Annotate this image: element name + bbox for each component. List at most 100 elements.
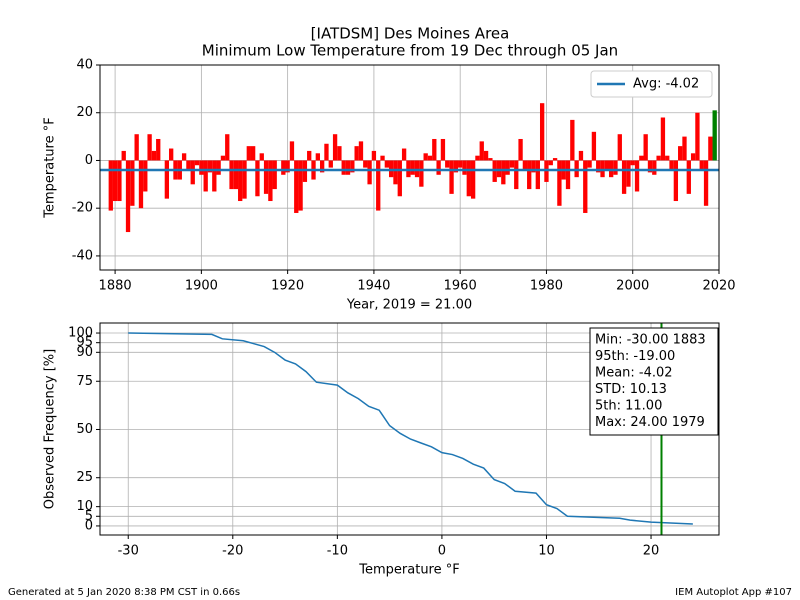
x-tick-label: 1920 [271,279,304,294]
y-tick-label: 20 [76,105,93,120]
x-axis-label: Temperature °F [358,563,459,578]
x-tick-label: -10 [327,544,348,559]
bar [440,138,446,161]
bar [712,110,717,161]
bar [376,160,381,211]
bar [216,160,221,175]
bar [285,160,290,173]
bar [410,160,415,175]
bar [350,160,355,173]
bar [112,160,118,202]
bar [393,160,398,185]
bar [190,160,195,185]
bar [268,160,273,202]
footer-left: Generated at 5 Jan 2020 8:38 PM CST in 0… [8,587,240,598]
stats-text: Mean: -4.02 [595,366,673,381]
bar [479,141,484,161]
bar [225,134,230,161]
bar [630,160,635,166]
x-tick-label: 1940 [357,279,390,294]
bar [169,148,174,161]
bar [470,160,476,199]
bar [212,160,217,192]
bar [419,160,424,187]
bar [514,160,519,190]
stats-text: Max: 24.00 1979 [595,415,705,430]
y-tick-label: 100 [68,326,93,341]
bar [436,160,441,175]
x-tick-label: 1880 [99,279,132,294]
bar [380,155,385,161]
bar [708,136,713,161]
bar [583,160,588,213]
axes-frame [99,322,720,536]
bar [462,160,467,175]
stats-box [589,327,719,436]
bar [143,160,148,192]
bar [587,160,592,168]
x-tick-label: 1900 [185,279,218,294]
bar [324,143,329,161]
bar [332,134,338,161]
bar [647,160,653,173]
bar [453,160,459,173]
y-tick-label: 0 [85,153,93,168]
bar [345,160,351,175]
legend-label: Avg: -4.02 [633,77,699,92]
chart-title: [IATDSM] Des Moines Area [311,25,510,43]
bar [186,160,191,171]
bar [229,160,234,190]
bar [138,160,144,209]
x-tick-label: 0 [438,544,446,559]
bar [518,138,523,161]
y-tick-label: 95 [76,335,93,350]
x-tick-label: 1960 [444,279,477,294]
bar [699,160,704,171]
stats-text: STD: 10.13 [595,382,667,397]
x-tick-label: -20 [222,544,243,559]
y-tick-label: 0 [85,518,93,533]
bar [695,112,700,161]
bar [656,155,661,161]
bar [272,160,277,190]
y-axis-label: Observed Frequency [%] [43,349,58,509]
bar [401,148,407,161]
bar [199,160,204,175]
bar [703,160,709,206]
bar [242,160,247,199]
y-tick-label: 90 [76,345,93,360]
bar [134,134,139,161]
bar [505,160,510,175]
bar [337,146,342,161]
footer-right: IEM Autoplot App #107 [675,587,792,598]
chart-subtitle: Minimum Low Temperature from 19 Dec thro… [202,42,618,60]
y-tick-label: -20 [72,201,93,216]
bar [121,150,126,161]
bar [669,160,674,171]
bar [130,160,135,206]
bar [164,160,170,199]
bar [617,134,622,161]
bar [522,160,528,171]
legend-box [590,70,713,98]
bar [458,160,463,168]
y-tick-label: 75 [76,374,93,389]
x-tick-label: 2000 [616,279,649,294]
bar [557,160,562,206]
bar [634,160,640,192]
bar [423,153,428,161]
bar [548,160,553,166]
bar [220,155,226,161]
bar [432,138,437,161]
bar [445,160,450,168]
bar [604,160,610,171]
bar [371,150,377,161]
bar [354,146,359,161]
bar [652,160,657,175]
bar [466,160,471,197]
bar [341,160,346,175]
bar [621,160,627,194]
stats-text: Min: -30.00 1883 [595,333,706,348]
bar [673,160,679,202]
